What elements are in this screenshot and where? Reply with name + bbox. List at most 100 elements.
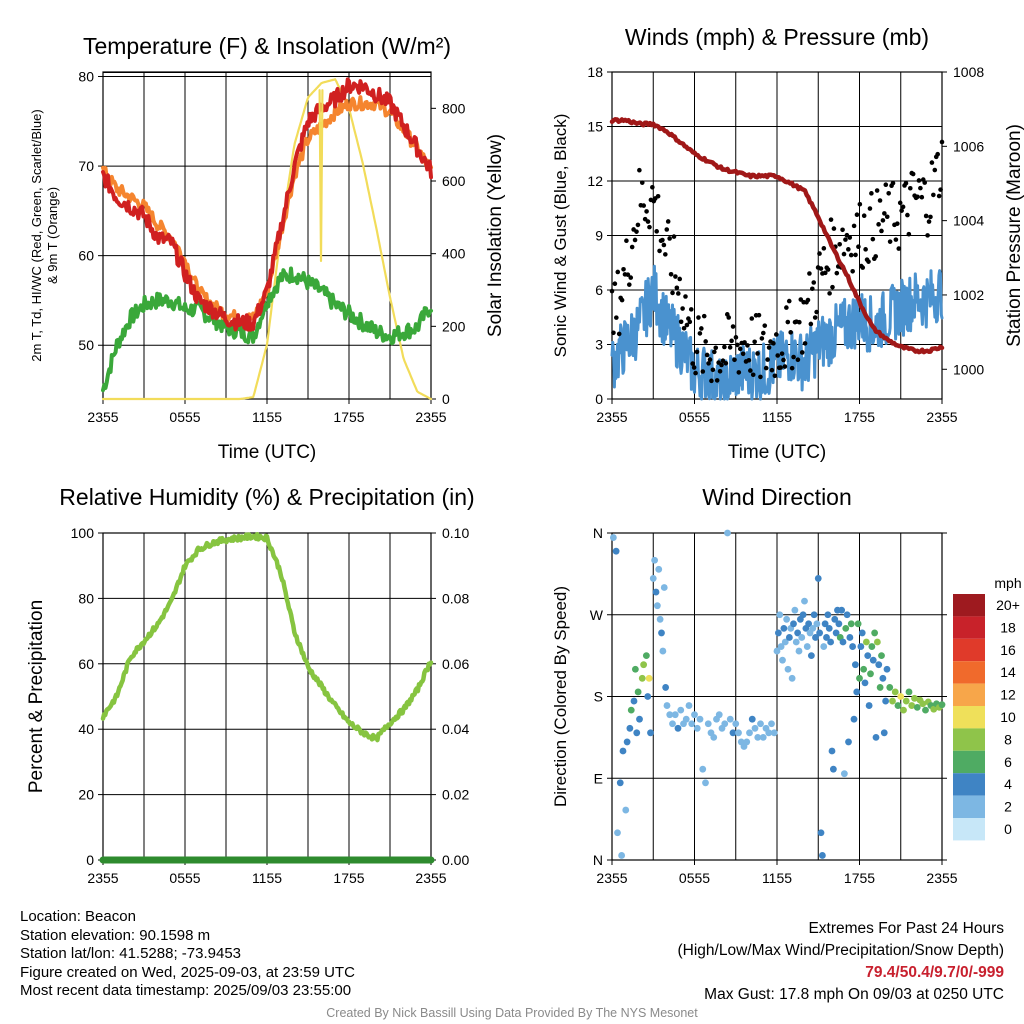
winds-gust-point bbox=[897, 200, 903, 206]
winds-gust-point bbox=[928, 214, 933, 220]
dir-direction-point bbox=[902, 697, 910, 705]
winds-gust-point bbox=[755, 351, 760, 356]
dir-direction-point bbox=[839, 638, 847, 646]
dir-direction-point bbox=[930, 705, 938, 713]
dir-direction-point bbox=[853, 688, 861, 696]
dir-direction-point bbox=[832, 629, 840, 637]
dir-direction-point bbox=[649, 575, 657, 582]
dir-direction-point bbox=[704, 720, 712, 728]
winds-gust-point bbox=[791, 354, 796, 360]
winds-gust-point bbox=[900, 204, 906, 210]
winds-gust-point bbox=[752, 339, 757, 345]
dir-direction-point bbox=[614, 829, 621, 837]
winds-gust-point bbox=[704, 352, 710, 358]
dir-direction-point bbox=[696, 715, 704, 723]
rh-ytick-label: 0.06 bbox=[442, 656, 469, 672]
dir-direction-point bbox=[626, 724, 634, 732]
winds-ytick-label: 0 bbox=[595, 391, 603, 407]
winds-gust-point bbox=[677, 276, 683, 282]
dir-direction-point bbox=[851, 661, 859, 669]
winds-gust-point bbox=[668, 271, 674, 277]
winds-gust-point bbox=[834, 270, 840, 276]
winds-gust-point bbox=[736, 370, 742, 375]
dir-direction-point bbox=[816, 629, 824, 637]
temp-ytick-label: 80 bbox=[78, 68, 94, 84]
winds-gust-point bbox=[805, 297, 811, 303]
winds-gust-point bbox=[903, 180, 909, 186]
winds-gust-point bbox=[785, 319, 791, 325]
winds-xtick-label: 1755 bbox=[844, 409, 875, 425]
winds-gust-point bbox=[821, 246, 827, 251]
dir-direction-point bbox=[860, 665, 868, 673]
dir-direction-point bbox=[776, 611, 784, 619]
winds-gust-point bbox=[843, 237, 848, 242]
dir-ytick-label: E bbox=[594, 770, 603, 786]
temp-ytick-label: 800 bbox=[442, 100, 466, 116]
dir-colorbar-swatch bbox=[953, 750, 985, 774]
winds-gust-point bbox=[932, 167, 938, 173]
winds-gust-point bbox=[655, 193, 661, 199]
dir-xtick-label: 1155 bbox=[762, 870, 792, 886]
winds-gust-point bbox=[632, 237, 638, 243]
dir-xtick-label: 2355 bbox=[926, 870, 957, 886]
winds-gust-point bbox=[621, 266, 626, 272]
dir-direction-point bbox=[873, 638, 881, 646]
winds-gust-point bbox=[925, 233, 930, 238]
winds-gust-point bbox=[936, 193, 942, 199]
winds-series-blue-wind bbox=[610, 264, 944, 401]
rh-xtick-label: 1755 bbox=[333, 870, 364, 886]
winds-ytick-label: 1006 bbox=[953, 138, 984, 154]
dir-colorbar-label: 14 bbox=[1000, 664, 1016, 680]
winds-gust-point bbox=[778, 365, 783, 370]
dir-colorbar-swatch bbox=[953, 773, 985, 796]
dir-direction-point bbox=[882, 697, 890, 705]
extremes-values: 79.4/50.4/9.7/0/-999 bbox=[865, 964, 1004, 981]
dir-direction-point bbox=[702, 779, 709, 787]
dir-direction-point bbox=[630, 697, 638, 705]
winds-gust-point bbox=[763, 365, 769, 371]
winds-gust-point bbox=[827, 291, 832, 296]
winds-xtick-label: 2355 bbox=[926, 409, 957, 425]
winds-gust-point bbox=[773, 332, 779, 337]
winds-gust-point bbox=[745, 343, 750, 348]
winds-ytick-label: 3 bbox=[595, 337, 603, 353]
dir-colorbar-label: 10 bbox=[1000, 709, 1016, 725]
winds-gust-point bbox=[931, 192, 936, 198]
rh-ytick-label: 80 bbox=[78, 590, 94, 606]
rh-ytick-label: 0.08 bbox=[442, 590, 469, 606]
winds-gust-point bbox=[635, 222, 641, 228]
dir-direction-point bbox=[693, 724, 701, 732]
dir-direction-point bbox=[878, 652, 885, 660]
winds-gust-point bbox=[828, 217, 834, 222]
winds-xtick-label: 0555 bbox=[679, 409, 710, 425]
winds-gust-point bbox=[876, 222, 881, 227]
winds-gust-point bbox=[710, 367, 716, 373]
winds-gust-point bbox=[830, 284, 835, 290]
winds-series-maroon-pressure bbox=[609, 117, 945, 355]
winds-gust-point bbox=[874, 188, 880, 193]
winds-gust-point bbox=[625, 272, 631, 277]
winds-gust-point bbox=[683, 294, 688, 299]
winds-gust-point bbox=[756, 312, 762, 318]
winds-gust-point bbox=[681, 326, 687, 331]
winds-gust-point bbox=[703, 339, 708, 344]
dir-direction-point bbox=[633, 729, 641, 737]
dir-direction-point bbox=[788, 674, 796, 682]
temp-ylabel-line-1: 2m T, Td, HI/WC (Red, Green, Scarlet/Blu… bbox=[29, 109, 44, 361]
temp-ylabel-line-2: & 9m T (Orange) bbox=[45, 187, 60, 284]
dir-direction-point bbox=[905, 688, 913, 696]
dir-direction-point bbox=[655, 565, 663, 573]
winds-gust-point bbox=[707, 357, 713, 362]
winds-gust-point bbox=[619, 297, 625, 303]
winds-gust-point bbox=[673, 274, 678, 279]
winds-gust-point bbox=[879, 228, 884, 234]
dir-direction-point bbox=[875, 661, 883, 669]
winds-gust-point bbox=[916, 178, 922, 183]
winds-gust-point bbox=[687, 319, 693, 325]
winds-gust-point bbox=[697, 331, 703, 336]
temp-title: Temperature (F) & Insolation (W/m²) bbox=[83, 33, 451, 59]
dir-direction-point bbox=[634, 688, 642, 696]
dir-direction-point bbox=[825, 624, 833, 632]
winds-gust-point bbox=[769, 367, 775, 373]
winds-gust-point bbox=[884, 214, 890, 220]
